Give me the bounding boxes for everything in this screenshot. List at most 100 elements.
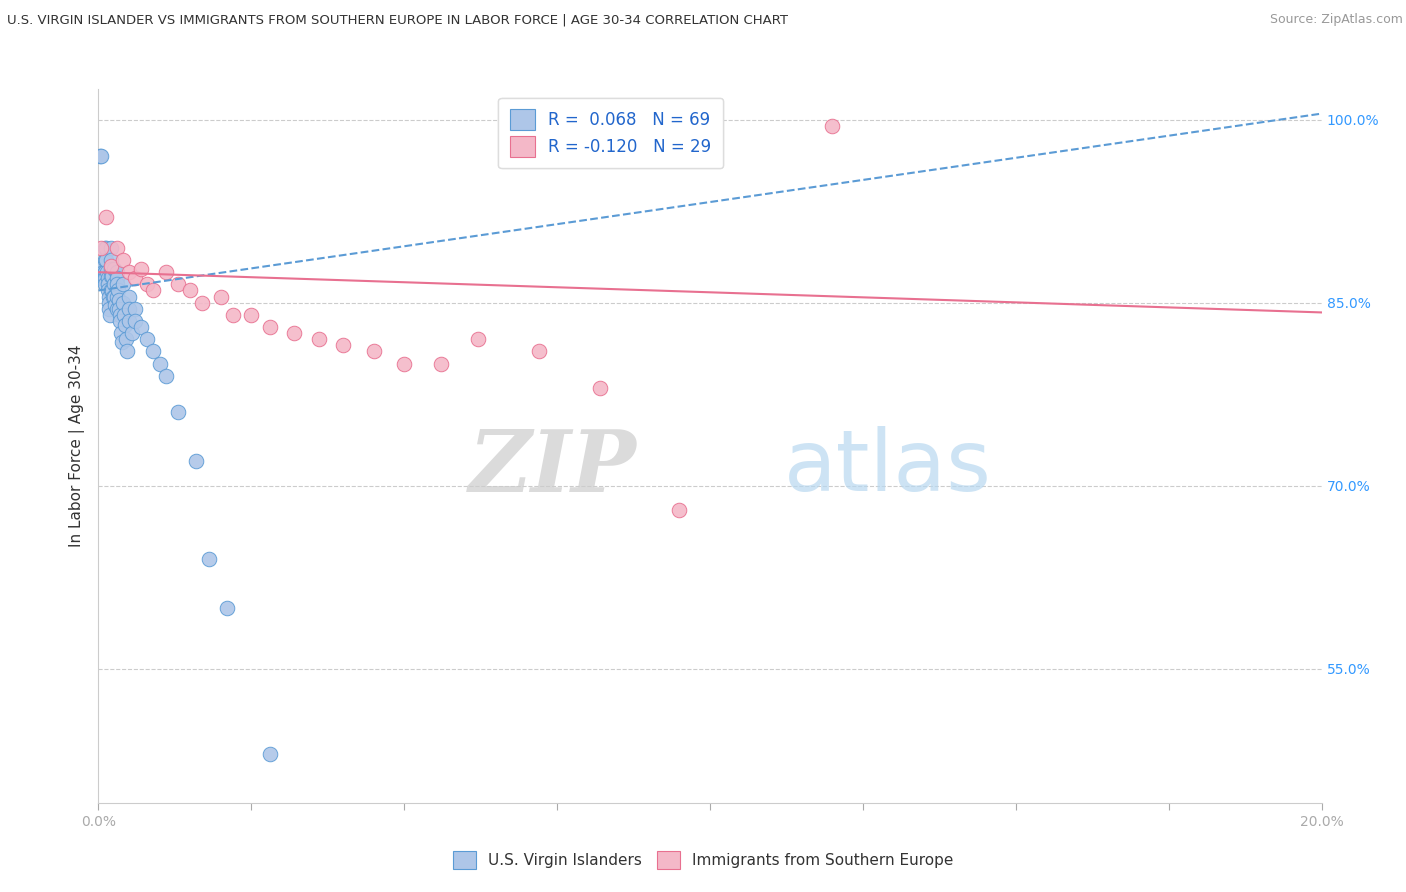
Point [111, 252, 134, 267]
Point [179, 284, 201, 298]
Point [93, 271, 115, 285]
Point [240, 308, 263, 322]
Point [94, 241, 117, 255]
Point [118, 314, 141, 328]
Point [215, 600, 238, 615]
Point [118, 301, 141, 316]
Point [97, 289, 120, 303]
Point [108, 308, 131, 322]
Point [90, 271, 112, 285]
Point [124, 314, 146, 328]
Point [110, 326, 132, 341]
Point [197, 551, 219, 566]
Point [136, 277, 159, 292]
Point [97, 277, 120, 292]
Point [121, 326, 143, 341]
Point [668, 503, 690, 517]
Point [124, 301, 146, 316]
Point [93, 241, 115, 255]
Text: Source: ZipAtlas.com: Source: ZipAtlas.com [1270, 13, 1403, 27]
Point [129, 320, 152, 334]
Point [96, 265, 118, 279]
Point [115, 332, 138, 346]
Point [105, 301, 128, 316]
Point [105, 277, 128, 292]
Point [308, 332, 330, 346]
Point [124, 271, 146, 285]
Point [115, 344, 138, 359]
Point [93, 252, 115, 267]
Point [332, 338, 354, 352]
Text: ZIP: ZIP [468, 425, 637, 509]
Point [100, 241, 122, 255]
Point [98, 301, 121, 316]
Point [100, 268, 122, 283]
Point [93, 271, 115, 285]
Point [110, 314, 132, 328]
Point [430, 357, 453, 371]
Point [101, 289, 124, 303]
Point [90, 149, 112, 163]
Point [90, 241, 112, 255]
Point [89, 149, 111, 163]
Point [111, 295, 134, 310]
Point [167, 405, 190, 419]
Point [142, 284, 165, 298]
Point [91, 271, 114, 285]
Point [93, 265, 115, 279]
Point [105, 289, 128, 303]
Legend: R =  0.068   N = 69, R = -0.120   N = 29: R = 0.068 N = 69, R = -0.120 N = 29 [498, 97, 723, 169]
Point [105, 271, 128, 285]
Point [155, 368, 177, 383]
Point [91, 265, 114, 279]
Point [94, 211, 117, 225]
Point [209, 289, 232, 303]
Point [167, 277, 190, 292]
Point [111, 277, 134, 292]
Point [100, 259, 122, 273]
Point [100, 261, 122, 276]
Point [142, 344, 165, 359]
Point [101, 284, 124, 298]
Point [149, 357, 172, 371]
Point [96, 252, 118, 267]
Point [98, 295, 121, 310]
Point [93, 265, 115, 279]
Point [283, 326, 305, 341]
Point [259, 320, 281, 334]
Point [821, 119, 844, 133]
Point [186, 454, 208, 468]
Point [108, 301, 131, 316]
Point [259, 747, 281, 761]
Point [222, 308, 245, 322]
Point [363, 344, 385, 359]
Point [107, 293, 129, 308]
Point [91, 259, 114, 273]
Point [97, 271, 120, 285]
Text: atlas: atlas [783, 425, 991, 509]
Point [467, 332, 489, 346]
Point [114, 318, 136, 332]
Point [111, 334, 134, 349]
Point [129, 261, 152, 276]
Point [103, 289, 125, 303]
Point [107, 284, 129, 298]
Point [100, 252, 122, 267]
Point [103, 261, 125, 276]
Legend: U.S. Virgin Islanders, Immigrants from Southern Europe: U.S. Virgin Islanders, Immigrants from S… [447, 845, 959, 875]
Point [136, 332, 159, 346]
Point [105, 265, 128, 279]
Point [105, 241, 128, 255]
Text: U.S. VIRGIN ISLANDER VS IMMIGRANTS FROM SOUTHERN EUROPE IN LABOR FORCE | AGE 30-: U.S. VIRGIN ISLANDER VS IMMIGRANTS FROM … [7, 13, 787, 27]
Point [103, 277, 125, 292]
Point [392, 357, 416, 371]
Point [155, 265, 177, 279]
Point [589, 381, 612, 395]
Point [527, 344, 550, 359]
Point [118, 265, 141, 279]
Point [101, 268, 124, 283]
Point [191, 295, 214, 310]
Point [98, 308, 121, 322]
Y-axis label: In Labor Force | Age 30-34: In Labor Force | Age 30-34 [69, 344, 84, 548]
Point [118, 289, 141, 303]
